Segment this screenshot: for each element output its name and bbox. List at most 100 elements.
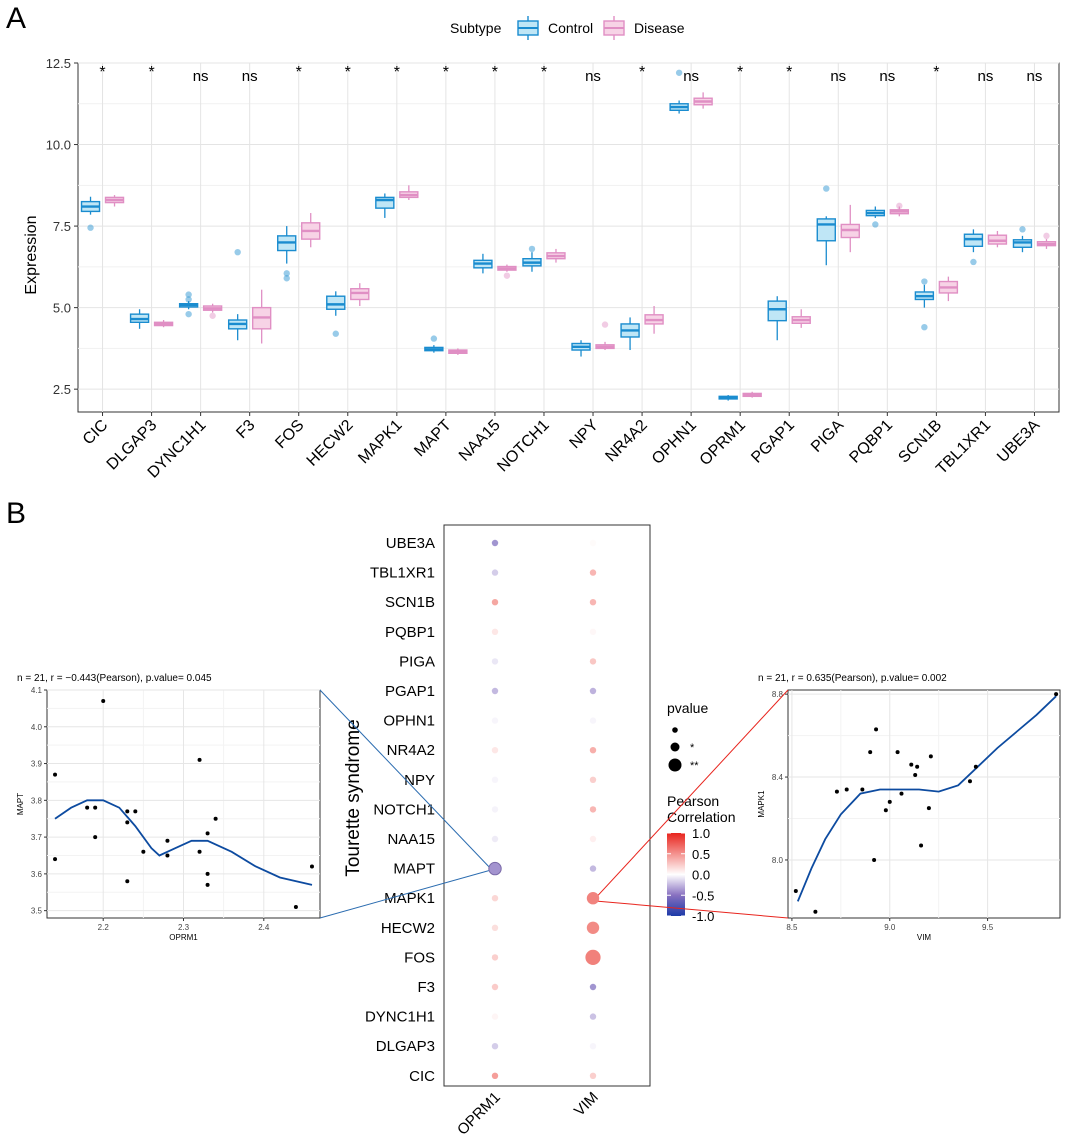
outlier-point	[823, 185, 830, 192]
significance-label: *	[394, 64, 400, 81]
dotplot-y-label-npy: NPY	[404, 772, 435, 789]
outlier-point	[896, 202, 903, 210]
y-tick-label: 10.0	[46, 138, 71, 153]
dot-vim-ophn1	[589, 717, 597, 724]
significance-label: *	[933, 64, 939, 81]
scatter-left-y-axis-title: MAPT	[16, 793, 25, 815]
scatter-left-fit-line	[54, 799, 313, 886]
scatter-left-point	[53, 857, 58, 862]
boxplot-panel	[77, 62, 1060, 413]
legend-label-disease: Disease	[634, 20, 685, 36]
dotplot-y-label-pgap1: PGAP1	[385, 683, 435, 700]
box-control-mapk1	[375, 193, 395, 218]
dot-oprm1-dlgap3	[491, 1043, 499, 1050]
scatter-left-point	[125, 879, 130, 884]
scatter-right-point	[874, 727, 879, 732]
y-tick-label: 3.6	[31, 870, 43, 879]
dot-vim-scn1b	[589, 599, 597, 606]
significance-label: ns	[242, 68, 258, 85]
significance-label: *	[345, 64, 351, 81]
dot-oprm1-pgap1	[491, 687, 499, 695]
scatter-right-point	[928, 754, 933, 759]
legend-key-disease	[603, 16, 625, 40]
scatter-left-point	[165, 838, 170, 843]
x-tick-label-mapk1: MAPK1	[355, 417, 405, 467]
outlier-point	[601, 321, 609, 328]
significance-label: ns	[585, 68, 601, 85]
box-body	[375, 196, 395, 209]
scatter-right-point	[899, 791, 904, 796]
dot-vim-ube3a	[589, 539, 597, 547]
dot-oprm1-cic	[491, 1072, 499, 1080]
box-disease-hecw2	[350, 283, 370, 306]
pvalue-key-2-label: **	[690, 760, 699, 772]
box-disease-mapk1	[399, 185, 419, 200]
box-control-nr4a2	[620, 317, 640, 351]
dotplot-x-label-oprm1: OPRM1	[454, 1089, 504, 1139]
dotplot-y-label-naa15: NAA15	[387, 831, 435, 848]
box-body	[767, 300, 787, 322]
significance-label: *	[443, 64, 449, 81]
outlier-point	[283, 270, 290, 277]
pvalue-key-2	[668, 758, 682, 772]
dot-oprm1-ube3a	[491, 539, 499, 547]
scatter-left-point	[125, 809, 130, 814]
colorbar-tick-label: 0.0	[692, 868, 710, 883]
x-tick-label-naa15: NAA15	[456, 417, 504, 465]
pvalue-key-1-label: *	[690, 742, 695, 754]
dot-vim-dync1h1	[589, 1013, 597, 1020]
dot-oprm1-piga	[491, 658, 499, 665]
x-tick-label-tbl1xr1: TBL1XR1	[933, 417, 994, 478]
scatter-left-point	[93, 835, 98, 840]
dot-vim-pgap1	[589, 687, 597, 695]
zoom-line-right-bottom	[598, 900, 789, 919]
x-tick-label-mapt: MAPT	[411, 417, 455, 461]
dotplot-y-label-cic: CIC	[409, 1068, 435, 1085]
box-disease-naa15	[497, 264, 517, 279]
dot-oprm1-npy	[491, 776, 499, 783]
zoom-connectors	[319, 689, 789, 919]
box-control-notch1	[522, 245, 542, 272]
scatter-right-point	[973, 764, 978, 769]
dot-vim-pqbp1	[589, 628, 597, 635]
significance-label: *	[99, 64, 105, 81]
x-tick-label-cic: CIC	[80, 417, 112, 449]
box-control-ube3a	[1012, 226, 1033, 253]
outlier-point	[528, 245, 536, 253]
scatter-right-x-axis-title: VIM	[917, 933, 932, 942]
dotplot-y-label-mapt: MAPT	[393, 861, 435, 878]
box-disease-pgap1	[791, 309, 811, 328]
scatter-left-point	[133, 809, 138, 814]
scatter-left-point	[141, 849, 146, 854]
scatter-right-point	[872, 857, 877, 862]
y-tick-label: 8.8	[772, 690, 784, 699]
scatter-left-point	[197, 757, 202, 762]
x-tick-label-oprm1: OPRM1	[697, 417, 749, 469]
x-tick-label-npy: NPY	[567, 417, 603, 453]
dotplot-y-label-fos: FOS	[404, 949, 435, 966]
scatter-right-fit-line	[796, 695, 1057, 902]
outlier-point	[1019, 226, 1026, 233]
dot-vim-f3	[589, 983, 597, 991]
colorbar-tick-label: -1.0	[692, 909, 714, 924]
box-disease-ophn1	[693, 92, 713, 109]
dotplot-y-label-nr4a2: NR4A2	[387, 742, 435, 759]
significance-label: *	[492, 64, 498, 81]
dotplot-y-axis-title: Tourette syndrome	[343, 719, 364, 876]
scatter-right-point	[860, 787, 865, 792]
scatter-right-point	[868, 750, 873, 755]
y-tick-label: 3.7	[31, 833, 43, 842]
x-tick-label: 8.5	[786, 923, 798, 932]
scatter-left-point	[205, 831, 210, 836]
scatter-left-title: n = 21, r = −0.443(Pearson), p.value= 0.…	[17, 673, 212, 684]
dot-oprm1-tbl1xr1	[491, 569, 499, 576]
dot-oprm1-nr4a2	[491, 747, 499, 754]
scatter-right-point	[919, 843, 924, 848]
outlier-point	[970, 258, 977, 266]
scatter-left-point	[125, 820, 130, 825]
scatter-right-point	[1054, 692, 1059, 697]
scatter-left-point	[213, 816, 218, 821]
outlier-point	[209, 312, 216, 319]
dotplot-y-label-hecw2: HECW2	[381, 920, 435, 937]
scatter-right-point	[844, 787, 849, 792]
